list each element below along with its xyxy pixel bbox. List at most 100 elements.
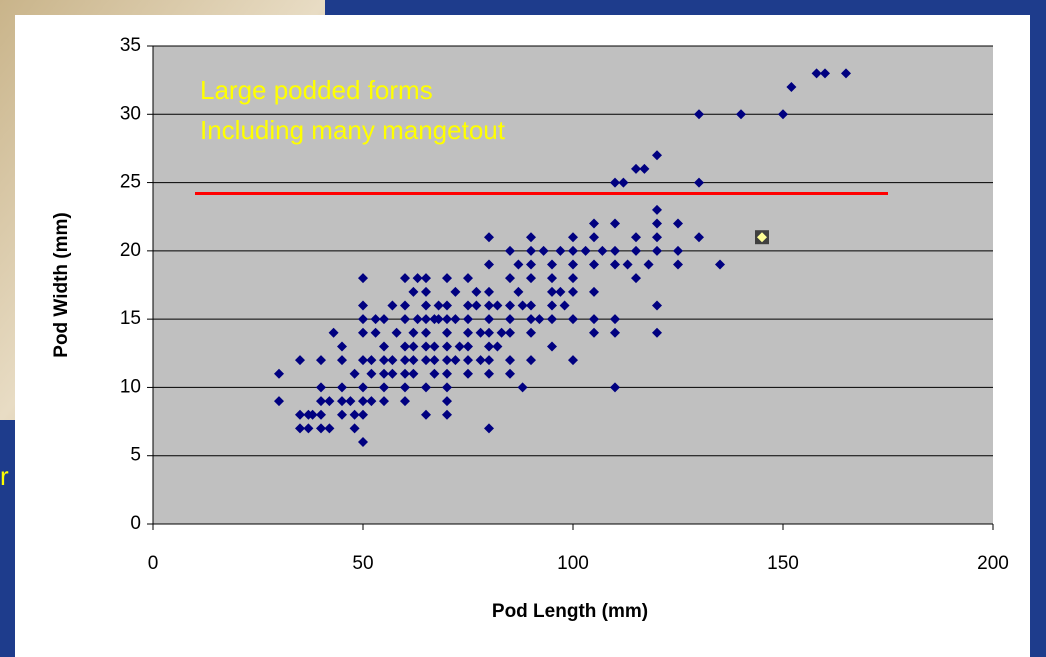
point bbox=[547, 259, 557, 270]
x-tick-label: 0 bbox=[148, 553, 159, 574]
point bbox=[295, 423, 305, 434]
point bbox=[526, 245, 536, 256]
point bbox=[589, 286, 599, 297]
point bbox=[370, 314, 381, 325]
point bbox=[463, 327, 473, 338]
x-tick-label: 100 bbox=[557, 553, 589, 574]
point bbox=[589, 327, 599, 338]
point bbox=[358, 273, 368, 284]
point bbox=[358, 396, 368, 407]
point bbox=[349, 409, 360, 420]
point bbox=[345, 396, 356, 407]
point bbox=[492, 341, 503, 352]
point bbox=[358, 382, 368, 393]
point bbox=[610, 177, 620, 188]
point bbox=[610, 245, 620, 256]
point bbox=[471, 286, 482, 297]
point bbox=[568, 259, 578, 270]
point bbox=[589, 314, 599, 325]
point bbox=[484, 341, 494, 352]
point bbox=[429, 341, 440, 352]
point bbox=[303, 423, 314, 434]
point bbox=[316, 409, 326, 420]
point bbox=[400, 341, 410, 352]
point bbox=[673, 259, 683, 270]
point bbox=[622, 259, 633, 270]
point bbox=[400, 300, 410, 311]
point bbox=[568, 232, 578, 243]
point bbox=[358, 300, 368, 311]
point bbox=[387, 355, 398, 366]
point bbox=[387, 300, 398, 311]
point bbox=[652, 218, 662, 229]
point bbox=[442, 300, 452, 311]
point bbox=[610, 382, 620, 393]
annotation: Large podded forms bbox=[200, 75, 433, 105]
point bbox=[505, 355, 515, 366]
point bbox=[450, 314, 461, 325]
point bbox=[589, 259, 599, 270]
point bbox=[526, 259, 536, 270]
point bbox=[639, 163, 650, 174]
point bbox=[337, 396, 347, 407]
point bbox=[517, 300, 528, 311]
point bbox=[484, 259, 494, 270]
point bbox=[610, 327, 620, 338]
point bbox=[652, 204, 662, 215]
point bbox=[492, 300, 503, 311]
point bbox=[400, 314, 410, 325]
point bbox=[643, 259, 654, 270]
point bbox=[366, 355, 377, 366]
point bbox=[295, 409, 305, 420]
point bbox=[547, 273, 557, 284]
point bbox=[631, 245, 641, 256]
y-tick-label: 10 bbox=[120, 376, 141, 397]
point bbox=[526, 232, 536, 243]
x-axis-label: Pod Length (mm) bbox=[492, 601, 648, 622]
point bbox=[358, 314, 368, 325]
y-tick-label: 20 bbox=[120, 240, 141, 261]
point bbox=[610, 314, 620, 325]
point bbox=[673, 218, 683, 229]
point bbox=[534, 314, 545, 325]
point bbox=[484, 286, 494, 297]
point bbox=[505, 245, 515, 256]
point bbox=[736, 109, 746, 120]
point bbox=[631, 232, 641, 243]
point bbox=[610, 218, 620, 229]
point bbox=[547, 341, 557, 352]
point bbox=[433, 314, 444, 325]
point bbox=[442, 314, 452, 325]
point bbox=[454, 341, 465, 352]
point bbox=[450, 286, 461, 297]
point bbox=[442, 355, 452, 366]
point bbox=[715, 259, 725, 270]
point bbox=[400, 396, 410, 407]
point bbox=[786, 81, 797, 92]
point bbox=[538, 245, 549, 256]
point bbox=[568, 245, 578, 256]
point bbox=[547, 300, 557, 311]
y-axis-label: Pod Width (mm) bbox=[51, 212, 72, 357]
point bbox=[421, 327, 431, 338]
side-text: r bbox=[0, 461, 9, 491]
point bbox=[631, 273, 641, 284]
point bbox=[484, 423, 494, 434]
point bbox=[408, 327, 419, 338]
point bbox=[379, 355, 389, 366]
point bbox=[505, 327, 515, 338]
point bbox=[408, 286, 419, 297]
point bbox=[421, 286, 431, 297]
point bbox=[547, 314, 557, 325]
point bbox=[316, 355, 326, 366]
point bbox=[484, 300, 494, 311]
point bbox=[811, 68, 822, 79]
point bbox=[568, 286, 578, 297]
point bbox=[610, 259, 620, 270]
point bbox=[429, 368, 440, 379]
point bbox=[412, 273, 423, 284]
point bbox=[328, 327, 339, 338]
point bbox=[366, 368, 377, 379]
point bbox=[400, 273, 410, 284]
